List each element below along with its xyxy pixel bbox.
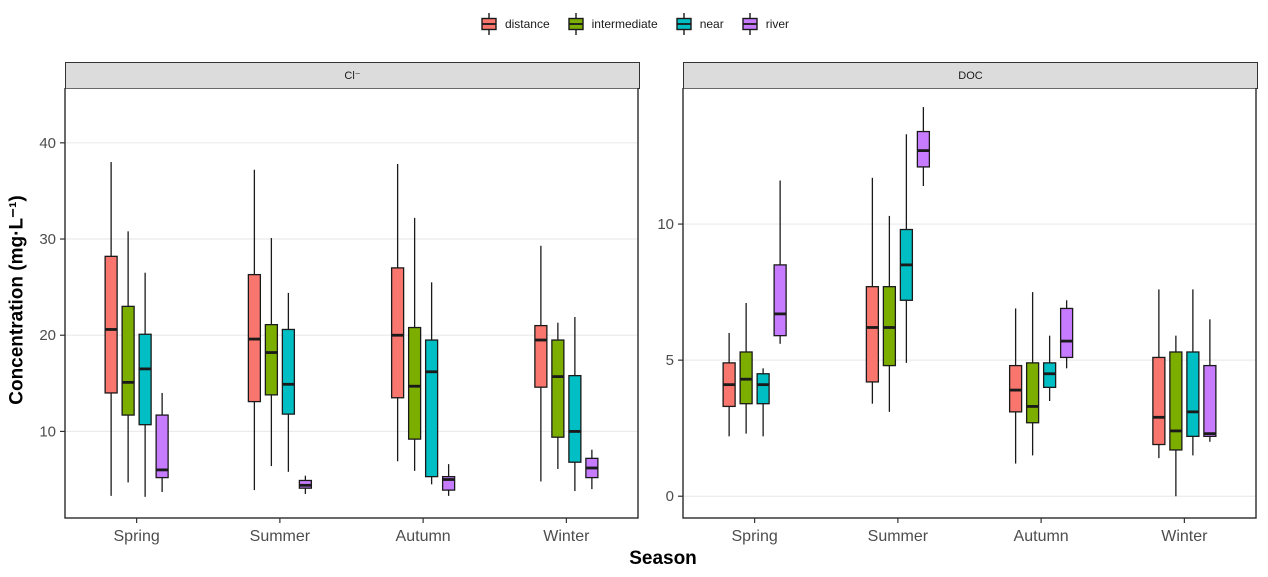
box-rect <box>138 333 152 426</box>
box-rect <box>155 414 169 479</box>
y-tick-label: 40 <box>39 135 56 152</box>
x-tick-label: Spring <box>114 528 160 545</box>
x-tick-label: Autumn <box>1014 528 1069 545</box>
panel-border <box>682 88 1257 519</box>
x-tick-label: Summer <box>250 528 311 545</box>
legend-item-label: distance <box>504 17 550 31</box>
facet-panel-doc: 0 5 10 Spring Summer Autumn Winter <box>657 88 1257 545</box>
y-tick-label: 30 <box>39 231 56 248</box>
box-rect <box>865 286 880 383</box>
box-rect <box>1203 364 1217 438</box>
boxplot-key-icon <box>675 13 692 35</box>
y-tick-label: 10 <box>657 216 674 233</box>
box-rect <box>390 267 405 399</box>
facet-strip-label: Cl⁻ <box>344 70 361 82</box>
legend-item-label: intermediate <box>591 17 658 31</box>
legend-item-intermediate: intermediate <box>566 12 658 36</box>
panel-background <box>65 88 638 518</box>
box-rect <box>1152 356 1166 446</box>
box-rect <box>424 339 439 478</box>
x-tick-label: Winter <box>543 528 590 545</box>
boxplot-key-icon <box>481 13 497 35</box>
box-rect <box>264 323 279 396</box>
boxplot-key-icon <box>742 13 758 35</box>
box-rect <box>1169 351 1183 451</box>
box-rect <box>104 255 118 394</box>
x-tick-label: Autumn <box>396 528 451 545</box>
legend-item-distance: distance <box>479 12 550 36</box>
y-tick-label: 10 <box>39 423 56 440</box>
y-tick-label: 20 <box>39 327 56 344</box>
box-rect <box>568 374 582 463</box>
panel-border <box>64 88 639 519</box>
box-rect <box>281 328 296 415</box>
x-tick-label: Winter <box>1161 528 1208 545</box>
legend-item-near: near <box>674 12 724 36</box>
facet-strip-label: DOC <box>958 69 983 82</box>
facet-strip-cl: Cl⁻ <box>65 62 640 89</box>
facet-panel-cl: 10 20 30 40 Spring Summer Autumn Winter <box>39 88 639 545</box>
box-rect <box>551 339 565 438</box>
box-rect <box>1186 351 1200 438</box>
facet-strip-doc: DOC <box>683 62 1258 89</box>
x-tick-label: Spring <box>732 528 778 545</box>
legend-item-label: river <box>765 17 790 31</box>
x-axis-title: Season <box>629 548 697 569</box>
panel-background <box>683 88 1256 518</box>
boxplot-key-icon <box>567 13 584 35</box>
legend-item-label: near <box>699 17 724 31</box>
box-rect <box>773 264 787 337</box>
box-rect <box>121 305 135 416</box>
legend: distance intermediate near ri <box>0 12 1268 36</box>
box-rect <box>407 326 422 440</box>
legend-item-river: river <box>740 12 789 36</box>
box-rect <box>534 324 548 388</box>
box-rect <box>1059 307 1074 359</box>
y-tick-label: 5 <box>666 352 674 369</box>
box-rect <box>1025 362 1040 424</box>
y-tick-label: 0 <box>666 488 674 505</box>
box-rect <box>756 373 770 405</box>
x-tick-label: Summer <box>868 528 929 545</box>
